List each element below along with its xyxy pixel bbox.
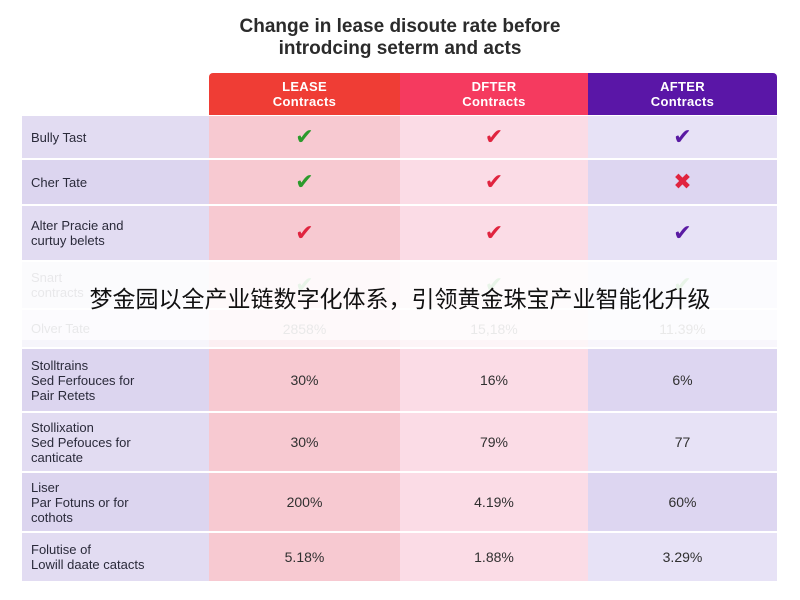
table-cell: ✔ — [588, 206, 777, 260]
check-icon: ✔ — [673, 220, 692, 245]
table-cell: ✔ — [588, 116, 777, 158]
column-header-lease: LEASE Contracts — [209, 73, 400, 115]
table-cell: ✔ — [209, 160, 400, 204]
row-label: Stollixation Sed Pefouces for canticate — [22, 413, 209, 471]
table-cell-value: 16% — [400, 349, 588, 411]
column-header-line-2: Contracts — [650, 94, 715, 109]
table-cell-value: 4.19% — [400, 473, 588, 531]
table-cell-value: 1.88% — [400, 533, 588, 581]
row-label: Folutise of Lowill daate catacts — [22, 533, 209, 581]
table-cell-value: 30% — [209, 349, 400, 411]
table-cell-value: 6% — [588, 349, 777, 411]
table-row: Bully Tast ✔ ✔ ✔ — [22, 116, 777, 160]
row-label: Liser Par Fotuns or for cothots — [22, 473, 209, 531]
table-cell: ✔ — [400, 116, 588, 158]
table-row: Cher Tate ✔ ✔ ✖ — [22, 160, 777, 206]
column-header-dfter: DFTER Contracts — [400, 73, 588, 115]
column-header-after: AFTER Contracts — [588, 73, 777, 115]
check-icon: ✔ — [484, 169, 504, 194]
table-cell: ✔ — [400, 160, 588, 204]
table-row: Liser Par Fotuns or for cothots 200% 4.19%… — [22, 473, 777, 533]
check-icon: ✔ — [484, 124, 504, 149]
table-cell: ✔ — [209, 206, 400, 260]
row-label: Alter Pracie and curtuy belets — [22, 206, 209, 260]
check-icon: ✔ — [673, 124, 692, 149]
column-header-line-1: DFTER — [471, 79, 517, 94]
table-cell: ✖ — [588, 160, 777, 204]
row-label: Cher Tate — [22, 160, 209, 204]
row-label: Stolltrains Sed Ferfouces for Pair Retet… — [22, 349, 209, 411]
table-row: Stollixation Sed Pefouces for canticate 3… — [22, 413, 777, 473]
column-header-line-1: LEASE — [282, 79, 327, 94]
cross-icon: ✖ — [673, 169, 692, 194]
table-row: Alter Pracie and curtuy belets ✔ ✔ ✔ — [22, 206, 777, 262]
table-cell-value: 79% — [400, 413, 588, 471]
check-icon: ✔ — [484, 220, 504, 245]
check-icon: ✔ — [295, 220, 314, 245]
table-cell-value: 5.18% — [209, 533, 400, 581]
chart-title-line-1: Change in lease disoute rate before — [239, 16, 561, 37]
check-icon: ✔ — [295, 124, 314, 149]
row-label: Bully Tast — [22, 116, 209, 158]
chart-title-line-2: introdcing seterm and acts — [278, 38, 522, 59]
table-cell-value: 3.29% — [588, 533, 777, 581]
overlay-banner — [0, 262, 800, 340]
table-row: Folutise of Lowill daate catacts 5.18% 1.8… — [22, 533, 777, 583]
table-cell-value: 30% — [209, 413, 400, 471]
table-cell: ✔ — [209, 116, 400, 158]
table-row: Stolltrains Sed Ferfouces for Pair Retet… — [22, 349, 777, 413]
table-cell-value: 77 — [588, 413, 777, 471]
column-header-line-1: AFTER — [660, 79, 705, 94]
table-cell-value: 200% — [209, 473, 400, 531]
column-header-line-2: Contracts — [272, 94, 337, 109]
table-cell: ✔ — [400, 206, 588, 260]
check-icon: ✔ — [295, 169, 314, 194]
table-cell-value: 60% — [588, 473, 777, 531]
overlay-caption: 梦金园以全产业链数字化体系，引领黄金珠宝产业智能化升级 — [89, 287, 711, 313]
column-header-line-2: Contracts — [462, 94, 526, 109]
